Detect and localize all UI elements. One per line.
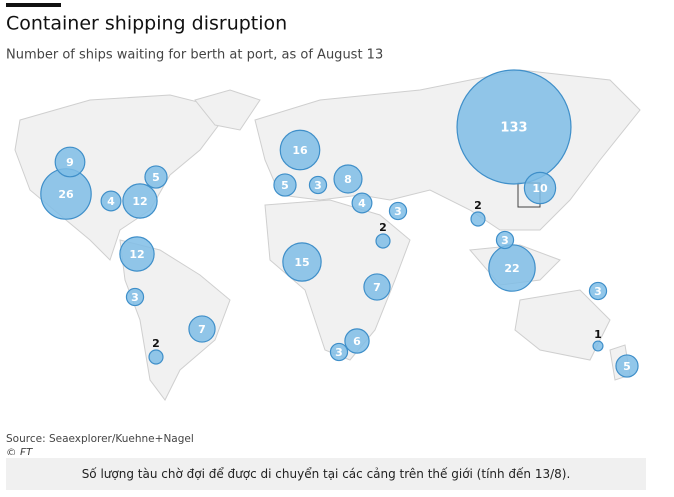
bubble (344, 328, 370, 354)
title-bar (6, 3, 61, 7)
bubble (375, 233, 391, 249)
bubble (470, 211, 486, 227)
bubble (125, 287, 145, 307)
bubble-label: 2 (379, 221, 387, 234)
bubble-label: 5 (281, 179, 289, 192)
bubble (363, 273, 391, 301)
bubble (100, 190, 122, 212)
bubble-label: 3 (314, 179, 322, 192)
bubble-label: 7 (373, 281, 381, 294)
credit: © FT (6, 447, 34, 455)
bubble (523, 171, 557, 205)
bubble-label: 3 (131, 291, 139, 304)
bubble-label: 5 (623, 360, 631, 373)
bubble-label: 3 (335, 346, 343, 359)
bubble (188, 315, 216, 343)
bubble (329, 342, 349, 362)
bubble-label: 12 (129, 248, 144, 261)
bubble-label: 10 (532, 182, 548, 195)
bubble-label: 133 (500, 121, 527, 136)
chart: Container shipping disruption Number of … (6, 3, 641, 459)
bubble (122, 183, 158, 219)
chart-title: Container shipping disruption (6, 13, 287, 35)
bubble (388, 201, 408, 221)
bubble-label: 9 (66, 156, 74, 169)
bubble-label: 5 (152, 171, 160, 184)
caption: Số lượng tàu chờ đợi để được di chuyển t… (6, 458, 646, 490)
bubble-label: 4 (358, 197, 366, 210)
bubble (273, 173, 297, 197)
bubble-label: 1 (594, 328, 602, 341)
bubble-label: 3 (394, 205, 402, 218)
bubble (333, 164, 363, 194)
bubble-label: 6 (353, 335, 361, 348)
bubble-label: 26 (58, 188, 74, 201)
source: Source: Seaexplorer/Kuehne+Nagel (6, 433, 194, 445)
bubble (279, 129, 321, 171)
bubble-label: 16 (292, 144, 308, 157)
bubble-label: 15 (294, 256, 309, 269)
bubble (119, 236, 155, 272)
bubble-label: 3 (594, 285, 602, 298)
bubble (592, 340, 604, 352)
bubble (148, 349, 164, 365)
bubble (54, 146, 86, 178)
bubble-label: 3 (501, 234, 509, 247)
bubble (282, 242, 322, 282)
bubble (144, 165, 168, 189)
bubble (456, 69, 572, 185)
bubble (308, 175, 328, 195)
bubble-label: 7 (198, 323, 206, 336)
bubble (615, 354, 639, 378)
bubble-label: 2 (474, 199, 482, 212)
bubble-label: 2 (152, 337, 160, 350)
bubble-label: 12 (132, 195, 147, 208)
bubble-label: 8 (344, 173, 352, 186)
bubble (588, 281, 608, 301)
bubble-label: 4 (107, 195, 115, 208)
bubble (495, 230, 515, 250)
chart-subtitle: Number of ships waiting for berth at por… (6, 48, 383, 63)
bubble-label: 22 (504, 262, 519, 275)
bubble (351, 192, 373, 214)
